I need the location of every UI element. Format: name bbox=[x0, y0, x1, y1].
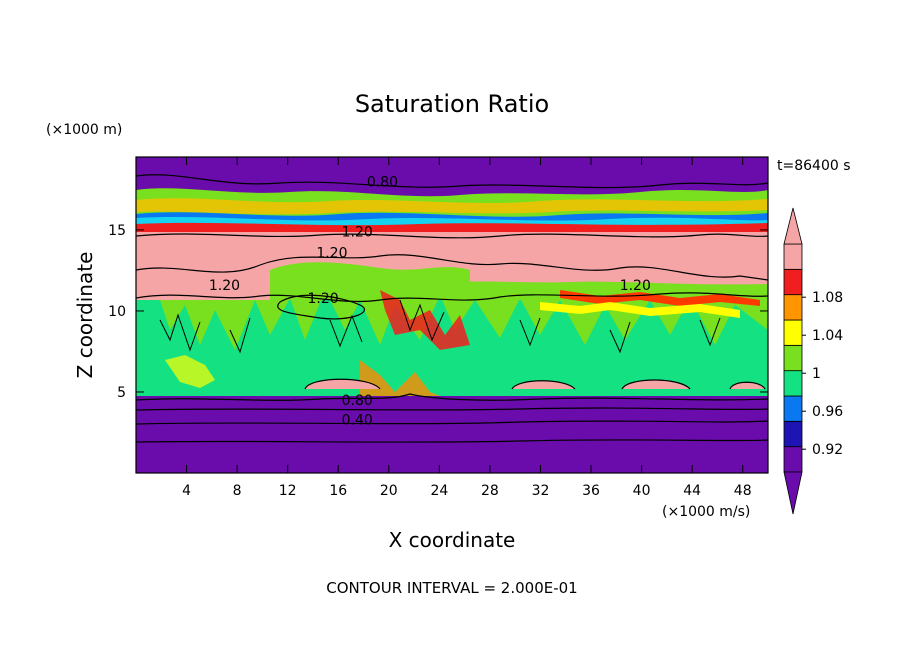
x-unit-label: (×1000 m/s) bbox=[662, 504, 750, 520]
contour-120-blob bbox=[277, 294, 366, 320]
x-tick-label: 20 bbox=[380, 483, 398, 499]
x-tick-label: 12 bbox=[279, 483, 297, 499]
contour-040-lower bbox=[136, 420, 768, 425]
x-tick-label: 8 bbox=[233, 483, 242, 499]
y-tick-label: 5 bbox=[117, 385, 126, 401]
x-tick-label: 40 bbox=[633, 483, 651, 499]
y-unit-label: (×1000 m) bbox=[46, 122, 122, 138]
contour-120-upper bbox=[136, 233, 768, 239]
contour-080-upper bbox=[136, 174, 768, 189]
colorbar-bin bbox=[783, 395, 803, 422]
colorbar-tick-label: 1.04 bbox=[812, 328, 843, 344]
x-axis-title: X coordinate bbox=[389, 528, 516, 552]
field-cloud-bottom-pink-lenses bbox=[305, 379, 765, 389]
x-tick-label: 28 bbox=[481, 483, 499, 499]
y-axis-ticks: 5 10 15 bbox=[108, 223, 768, 401]
colorbar-bin bbox=[783, 243, 803, 270]
contour-label: 1.20 bbox=[316, 246, 347, 262]
colorbar-bin bbox=[783, 344, 803, 372]
contour-label: 1.20 bbox=[620, 278, 651, 294]
saturation-field bbox=[136, 157, 768, 473]
x-tick-label: 4 bbox=[182, 483, 191, 499]
field-cloud-lower-orange bbox=[360, 360, 440, 396]
y-axis-title: Z coordinate bbox=[73, 252, 97, 379]
x-axis-ticks: 4 8 12 16 20 24 28 32 36 40 44 48 bbox=[182, 157, 752, 499]
x-tick-label: 36 bbox=[582, 483, 600, 499]
chart-title: Saturation Ratio bbox=[355, 90, 549, 118]
contour-label: 0.40 bbox=[342, 413, 373, 429]
field-cloud-upper-green-2 bbox=[420, 281, 768, 300]
contour-label: 0.80 bbox=[367, 174, 398, 190]
contour-120-lower bbox=[136, 292, 768, 303]
colorbar-bin bbox=[783, 370, 803, 397]
contour-interval-note: CONTOUR INTERVAL = 2.000E-01 bbox=[326, 579, 577, 597]
field-cloud-left-patch bbox=[165, 355, 215, 388]
contour-lens-outlines bbox=[304, 378, 766, 390]
colorbar-max-arrow bbox=[783, 207, 803, 245]
contour-label: 1.20 bbox=[209, 278, 240, 294]
colorbar: 0.92 0.96 1 1.04 1.08 bbox=[783, 207, 843, 515]
field-lower-dry bbox=[136, 396, 768, 473]
colorbar-tick-label: 0.96 bbox=[812, 404, 843, 420]
time-label: t=86400 s bbox=[777, 158, 851, 174]
colorbar-bin bbox=[783, 420, 803, 448]
colorbar-tick-label: 0.92 bbox=[812, 442, 843, 458]
contour-080-lower bbox=[136, 393, 768, 401]
field-cloud-yellow-patches bbox=[540, 302, 740, 318]
x-tick-label: 48 bbox=[734, 483, 752, 499]
y-tick-label: 10 bbox=[108, 304, 126, 320]
x-tick-label: 44 bbox=[683, 483, 701, 499]
colorbar-tick-label: 1.08 bbox=[812, 290, 843, 306]
colorbar-min-arrow bbox=[783, 471, 803, 515]
contour-020-lower bbox=[136, 439, 768, 443]
x-tick-label: 32 bbox=[532, 483, 550, 499]
contour-060-lower bbox=[136, 407, 768, 411]
colorbar-tick-label: 1 bbox=[812, 366, 821, 382]
contour-cloud-wiggles bbox=[159, 299, 721, 354]
colorbar-bin bbox=[783, 268, 803, 296]
contour-label: 1.20 bbox=[342, 225, 373, 241]
colorbar-bin bbox=[783, 319, 803, 346]
field-upper-stripe-orange bbox=[136, 198, 768, 215]
field-upper-stripe-red bbox=[136, 222, 768, 232]
plot-frame bbox=[135, 156, 769, 474]
colorbar-bin bbox=[783, 294, 803, 321]
x-tick-label: 16 bbox=[329, 483, 347, 499]
x-tick-label: 24 bbox=[430, 483, 448, 499]
contour-label: 0.80 bbox=[342, 393, 373, 409]
contour-labels: 0.80 1.20 1.20 1.20 1.20 1.20 0.80 0.40 bbox=[209, 174, 651, 428]
contour-120-middle bbox=[136, 254, 768, 281]
y-tick-label: 15 bbox=[108, 223, 126, 239]
contour-label: 1.20 bbox=[307, 291, 338, 307]
colorbar-bin bbox=[783, 446, 803, 473]
